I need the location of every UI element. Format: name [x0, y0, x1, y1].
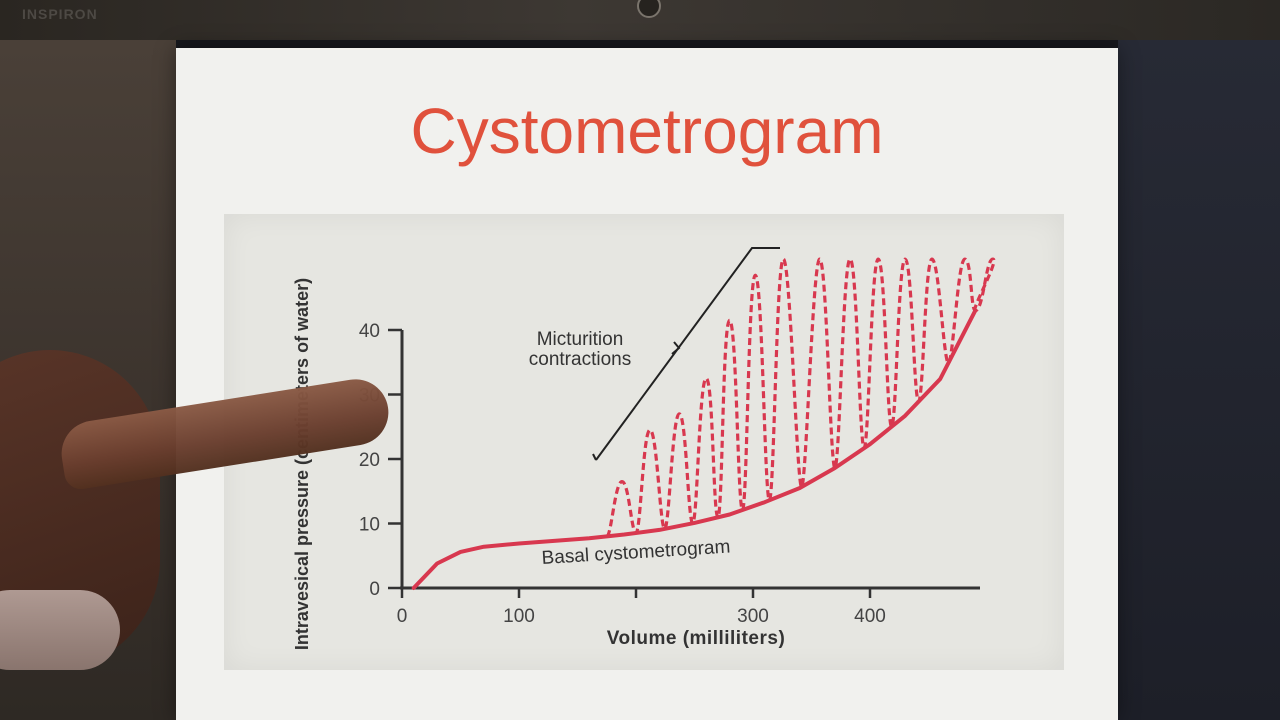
series-micturition-contractions [605, 257, 996, 538]
x-tick-label: 300 [737, 606, 769, 627]
background-screen [1118, 40, 1280, 720]
annotation-micturition-label: contractions [529, 349, 631, 370]
x-axis-title: Volume (milliliters) [607, 628, 786, 649]
brand-logo: INSPIRON [22, 6, 98, 22]
annotation-micturition-label: Micturition [537, 329, 624, 350]
webcam [637, 0, 661, 18]
annotation-bracket-notch [671, 341, 681, 355]
y-tick-label: 30 [359, 386, 380, 407]
annotation-bracket-end [592, 453, 597, 461]
x-tick-label: 100 [503, 606, 535, 627]
x-tick-label: 0 [397, 606, 408, 627]
y-tick-label: 20 [359, 450, 380, 471]
y-tick-label: 40 [359, 321, 380, 342]
figure-panel: 0 10 20 30 40 0 100 300 400 Volume (milliliters) I… [224, 214, 1064, 670]
series-basal-cystometrogram [411, 308, 978, 590]
x-tick-label: 400 [854, 606, 886, 627]
y-tick-label: 10 [359, 515, 380, 536]
monitor-bezel: INSPIRON [0, 0, 1280, 40]
y-tick-label: 0 [369, 579, 380, 600]
annotation-bracket-line [595, 247, 780, 461]
presentation-slide: Cystometrogram 0 10 20 30 40 0 100 300 400 Volume… [176, 48, 1118, 720]
slide-title: Cystometrogram [410, 95, 884, 167]
y-axis-title: Intravesical pressure (centimeters of wa… [292, 278, 312, 650]
background-wall [0, 40, 176, 720]
